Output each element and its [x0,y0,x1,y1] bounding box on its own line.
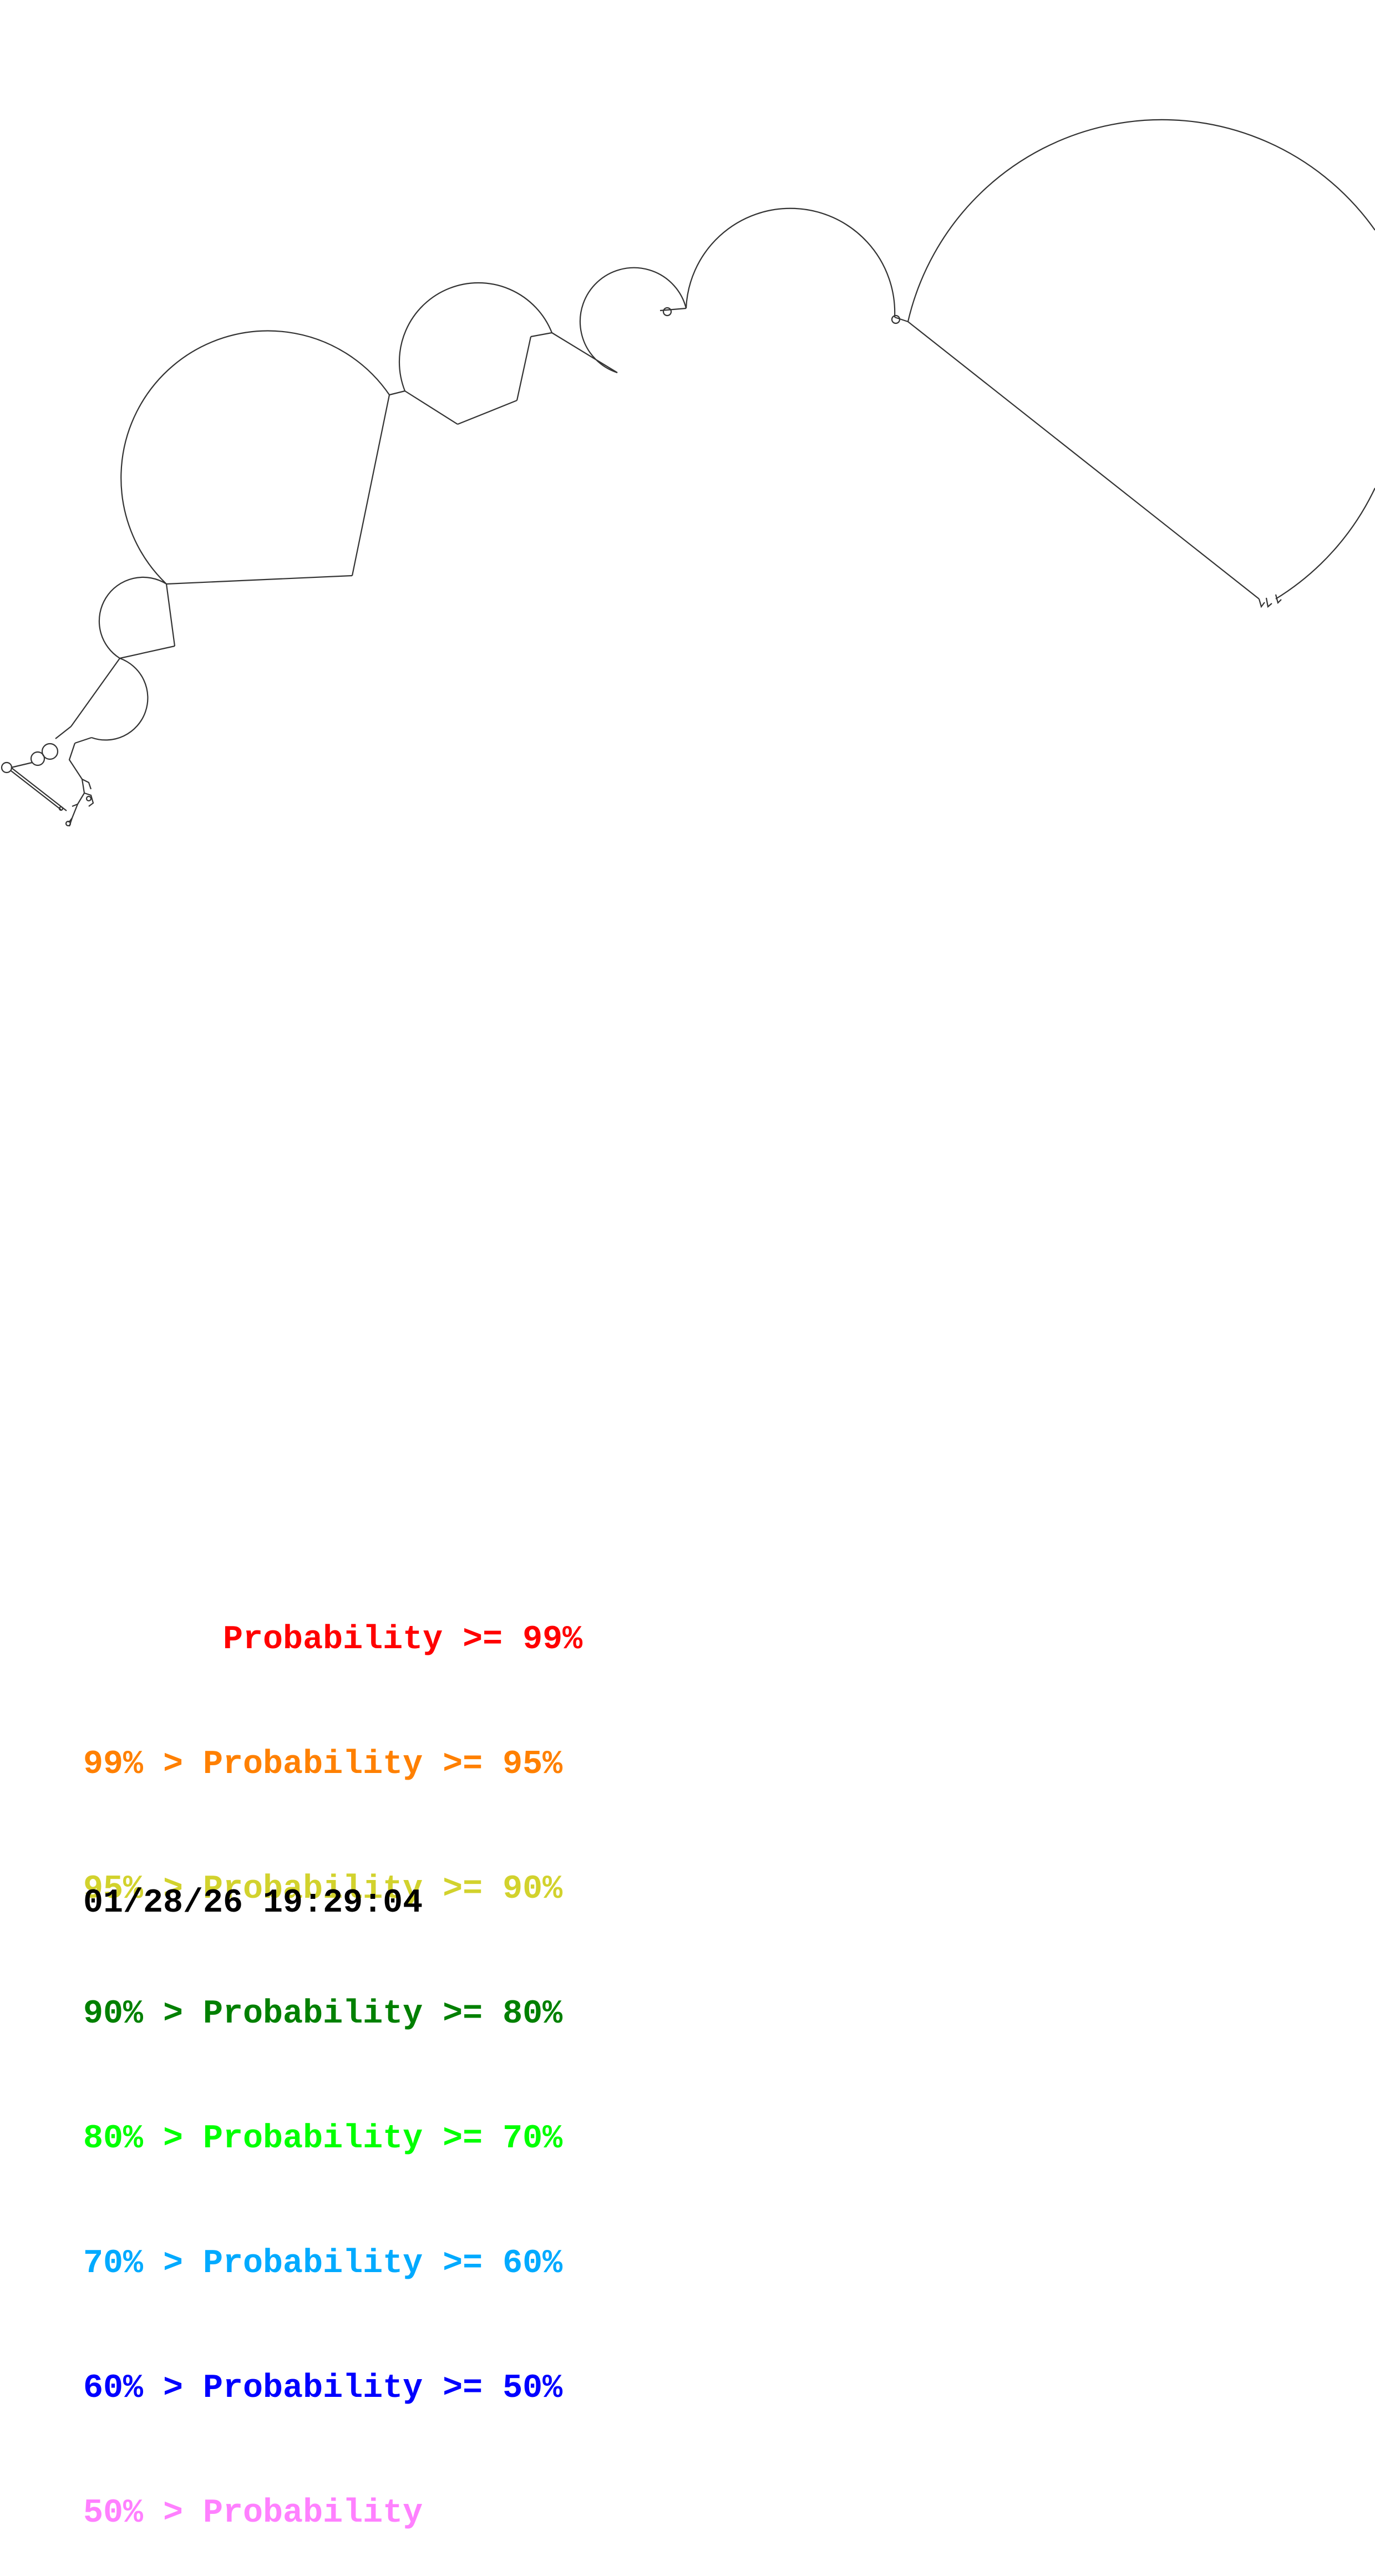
legend-row-90: 95% > Probability >= 90% [83,1871,563,1908]
loop-large-right [907,119,1375,322]
legend-row-50: 60% > Probability >= 50% [83,2370,563,2407]
stem-connector-right [907,321,1260,599]
loop-3 [398,282,553,392]
legend-row-60: 70% > Probability >= 60% [83,2245,563,2283]
loop-4 [579,267,687,374]
legend-row-below-50: 50% > Probability [83,2494,423,2532]
loop-1 [98,576,167,659]
legend-row-99: Probability >= 99% [83,1621,583,1659]
rna-structure-diagram [1,119,1375,827]
loop-5 [685,207,896,318]
stem-tips-right [1258,594,1282,608]
loop-large-right-lower [1275,487,1375,599]
legend-row-95: 99% > Probability >= 95% [83,1746,563,1784]
legend-row-70: 80% > Probability >= 70% [83,2120,563,2158]
probability-legend: Probability >= 99% 99% > Probability >= … [83,1536,582,2576]
timestamp: 01/28/26 19:29:04 [83,1884,423,1922]
legend-row-80: 90% > Probability >= 80% [83,1995,563,2033]
loop-2 [120,330,390,585]
loop-0 [91,657,149,741]
